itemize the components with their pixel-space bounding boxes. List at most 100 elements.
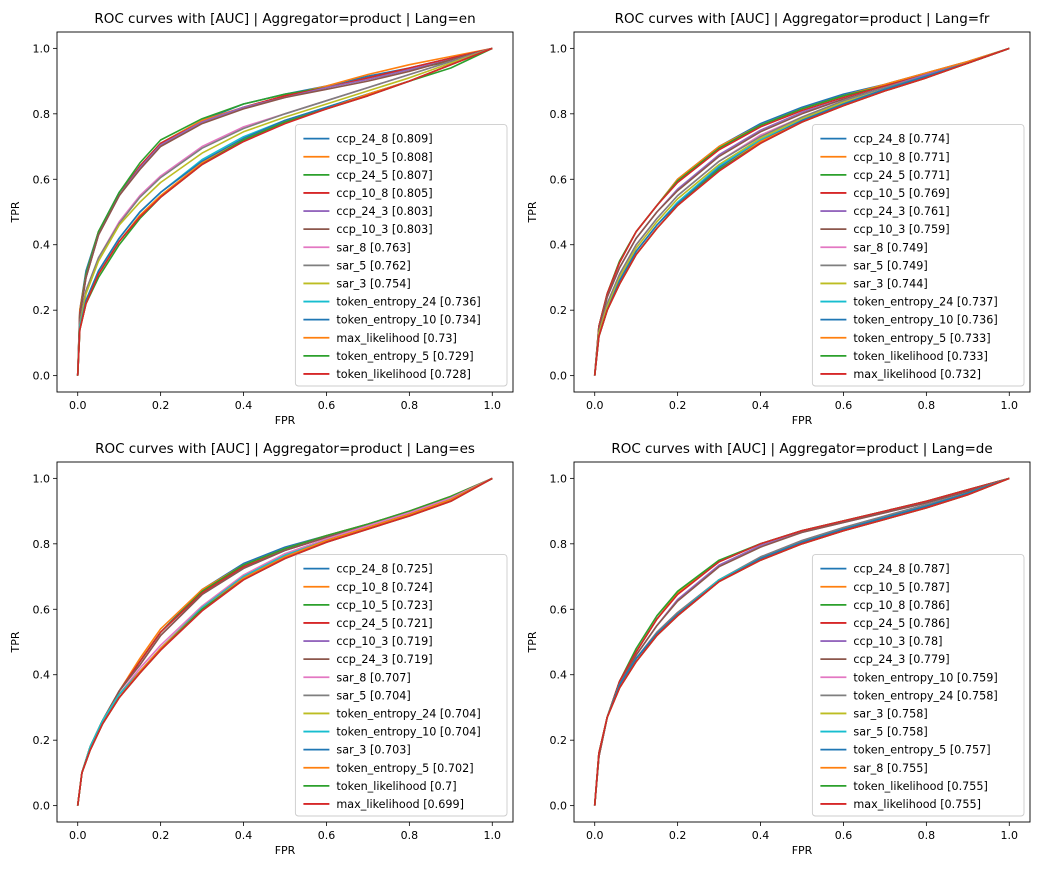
y-tick-label: 0.0 <box>550 370 568 383</box>
x-tick-label: 1.0 <box>484 399 502 412</box>
x-tick-label: 0.8 <box>401 399 419 412</box>
series-group <box>593 477 1010 806</box>
legend-entry: ccp_24_8 [0.774] <box>853 133 949 146</box>
legend-entry: ccp_10_5 [0.808] <box>336 151 432 164</box>
series-line-13 <box>76 47 493 376</box>
legend-entry: token_likelihood [0.728] <box>336 368 470 381</box>
series-line-7 <box>76 47 493 376</box>
legend-entry: token_entropy_24 [0.737] <box>853 296 997 309</box>
legend-entry: sar_8 [0.763] <box>336 241 410 254</box>
y-tick-label: 0.8 <box>33 538 51 551</box>
legend-box <box>811 554 1025 817</box>
legend-entry: token_entropy_10 [0.759] <box>853 671 997 684</box>
legend-entry: ccp_24_3 [0.719] <box>336 653 432 666</box>
legend-entry: ccp_10_5 [0.723] <box>336 599 432 612</box>
x-tick-label: 0.6 <box>318 829 336 842</box>
x-tick-label: 0.6 <box>835 399 853 412</box>
panel-es: ROC curves with [AUC] | Aggregator=produ… <box>9 441 514 857</box>
series-line-13 <box>76 477 493 806</box>
x-tick-label: 1.0 <box>1001 399 1019 412</box>
legend-entry: token_entropy_24 [0.736] <box>336 296 480 309</box>
legend-entry: token_entropy_24 [0.758] <box>853 689 997 702</box>
x-axis-label: FPR <box>792 844 813 857</box>
legend-entry: max_likelihood [0.699] <box>336 798 464 811</box>
legend-entry: ccp_24_5 [0.807] <box>336 169 432 182</box>
y-tick-label: 1.0 <box>33 42 51 55</box>
y-axis-label: TPR <box>9 631 22 653</box>
x-tick-label: 0.0 <box>69 829 87 842</box>
legend-entry: sar_3 [0.758] <box>853 707 927 720</box>
legend-box <box>811 124 1025 387</box>
legend-entry: sar_3 [0.744] <box>853 277 927 290</box>
legend-entry: token_entropy_5 [0.729] <box>336 350 473 363</box>
x-tick-label: 0.6 <box>835 829 853 842</box>
chart-title: ROC curves with [AUC] | Aggregator=produ… <box>611 441 992 457</box>
y-tick-label: 1.0 <box>33 472 51 485</box>
x-axis-label: FPR <box>792 414 813 427</box>
legend-entry: token_likelihood [0.755] <box>853 780 987 793</box>
x-tick-label: 0.4 <box>752 399 770 412</box>
y-tick-label: 0.0 <box>33 800 51 813</box>
y-tick-label: 0.2 <box>550 734 568 747</box>
legend-box <box>294 124 508 387</box>
x-tick-label: 0.2 <box>152 829 170 842</box>
legend-entry: sar_3 [0.754] <box>336 277 410 290</box>
x-tick-label: 0.8 <box>918 399 936 412</box>
legend-entry: ccp_10_8 [0.771] <box>853 151 949 164</box>
legend-entry: token_likelihood [0.733] <box>853 350 987 363</box>
panel-fr: ROC curves with [AUC] | Aggregator=produ… <box>526 11 1031 427</box>
legend-entry: sar_8 [0.749] <box>853 241 927 254</box>
y-tick-label: 0.6 <box>33 173 51 186</box>
legend-entry: token_entropy_5 [0.733] <box>853 332 990 345</box>
legend-entry: ccp_24_8 [0.787] <box>853 563 949 576</box>
legend-entry: ccp_24_5 [0.771] <box>853 169 949 182</box>
x-tick-label: 1.0 <box>484 829 502 842</box>
y-axis-label: TPR <box>526 631 539 653</box>
series-line-13 <box>593 47 1010 376</box>
y-tick-label: 0.6 <box>550 603 568 616</box>
y-tick-label: 1.0 <box>550 472 568 485</box>
legend-entry: ccp_24_8 [0.725] <box>336 563 432 576</box>
legend-entry: sar_5 [0.704] <box>336 689 410 702</box>
legend: ccp_24_8 [0.787] ccp_10_5 [0.787] ccp_10_8… <box>811 554 1025 817</box>
legend-box <box>294 554 508 817</box>
legend-entry: token_entropy_10 [0.736] <box>853 314 997 327</box>
axes-frame <box>56 461 514 823</box>
legend-entry: token_entropy_5 [0.757] <box>853 744 990 757</box>
legend-entry: max_likelihood [0.73] <box>336 332 456 345</box>
legend-entry: sar_8 [0.707] <box>336 671 410 684</box>
legend: ccp_24_8 [0.774] ccp_10_8 [0.771] ccp_24_5… <box>811 124 1025 387</box>
y-tick-label: 0.6 <box>550 173 568 186</box>
series-line-13 <box>593 477 1010 806</box>
legend-entry: ccp_24_3 [0.779] <box>853 653 949 666</box>
y-tick-label: 0.4 <box>33 669 51 682</box>
series-group <box>593 47 1010 376</box>
legend-entry: token_likelihood [0.7] <box>336 780 456 793</box>
legend-entry: max_likelihood [0.755] <box>853 798 981 811</box>
panel-de: ROC curves with [AUC] | Aggregator=produ… <box>526 441 1031 857</box>
legend-entry: ccp_10_8 [0.786] <box>853 599 949 612</box>
x-tick-label: 0.6 <box>318 399 336 412</box>
x-axis-label: FPR <box>275 844 296 857</box>
legend: ccp_24_8 [0.725] ccp_10_8 [0.724] ccp_10_5… <box>294 554 508 817</box>
legend-entry: ccp_10_3 [0.759] <box>853 223 949 236</box>
x-tick-label: 0.2 <box>152 399 170 412</box>
x-tick-label: 0.4 <box>235 829 253 842</box>
axes-frame <box>573 31 1031 393</box>
y-tick-label: 0.8 <box>550 108 568 121</box>
chart-title: ROC curves with [AUC] | Aggregator=produ… <box>95 441 475 457</box>
chart-title: ROC curves with [AUC] | Aggregator=produ… <box>94 11 475 27</box>
legend-entry: token_entropy_24 [0.704] <box>336 707 480 720</box>
legend-entry: ccp_24_5 [0.721] <box>336 617 432 630</box>
chart-title: ROC curves with [AUC] | Aggregator=produ… <box>615 11 990 27</box>
y-tick-label: 0.4 <box>33 239 51 252</box>
series-line-8 <box>76 47 493 376</box>
legend-entry: ccp_10_8 [0.805] <box>336 187 432 200</box>
series-group <box>76 477 493 806</box>
y-tick-label: 0.2 <box>33 734 51 747</box>
y-tick-label: 0.4 <box>550 239 568 252</box>
legend-entry: ccp_10_3 [0.78] <box>853 635 942 648</box>
legend-entry: sar_8 [0.755] <box>853 762 927 775</box>
y-tick-label: 0.4 <box>550 669 568 682</box>
